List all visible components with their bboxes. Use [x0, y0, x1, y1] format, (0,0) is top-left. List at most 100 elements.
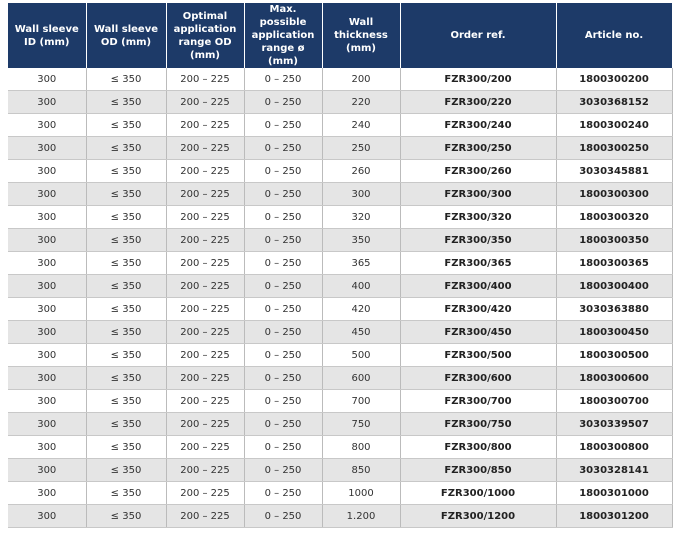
table-cell: 300	[8, 435, 87, 459]
table-cell: 200 – 225	[166, 182, 245, 206]
table-cell: 300	[8, 159, 87, 183]
table-cell: 1800300700	[556, 389, 673, 413]
table-row: 300 ≤ 350 200 – 225 0 – 250 320 FZR300/320 180…	[8, 205, 673, 229]
table-cell: 3030345881	[556, 159, 673, 183]
table-row: 300 ≤ 350 200 – 225 0 – 250 450 FZR300/450 180…	[8, 320, 673, 344]
table-cell: 1800300240	[556, 113, 673, 137]
table-cell: 1800301200	[556, 504, 673, 528]
table-cell: ≤ 350	[86, 90, 167, 114]
table-cell: 300	[8, 274, 87, 298]
table-cell: ≤ 350	[86, 228, 167, 252]
table-cell: 300	[8, 113, 87, 137]
table-cell: 1800300365	[556, 251, 673, 275]
header-cell: Optimal application range OD (mm)	[166, 3, 245, 68]
header-cell: Wall sleeve ID (mm)	[8, 3, 87, 68]
table-cell: 500	[322, 343, 401, 367]
table-row: 300 ≤ 350 200 – 225 0 – 250 700 FZR300/700 180…	[8, 389, 673, 413]
header-cell: Max. possible application range ø (mm)	[244, 3, 323, 68]
table-cell: 200	[322, 68, 401, 91]
table-cell: ≤ 350	[86, 274, 167, 298]
table-cell: FZR300/260	[400, 159, 557, 183]
table-cell: ≤ 350	[86, 182, 167, 206]
table-cell: FZR300/240	[400, 113, 557, 137]
table-row: 300 ≤ 350 200 – 225 0 – 250 400 FZR300/400 180…	[8, 274, 673, 298]
table-header: Wall sleeve ID (mm) Wall sleeve OD (mm) …	[8, 3, 673, 68]
table-cell: 200 – 225	[166, 366, 245, 390]
table-cell: 3030368152	[556, 90, 673, 114]
table-cell: 200 – 225	[166, 136, 245, 160]
table-cell: 0 – 250	[244, 504, 323, 528]
table-cell: 0 – 250	[244, 320, 323, 344]
table-cell: 300	[8, 343, 87, 367]
table-cell: 800	[322, 435, 401, 459]
table-cell: ≤ 350	[86, 159, 167, 183]
table-cell: FZR300/350	[400, 228, 557, 252]
header-cell: Wall thickness (mm)	[322, 3, 401, 68]
table-cell: ≤ 350	[86, 320, 167, 344]
table-cell: FZR300/800	[400, 435, 557, 459]
table-cell: ≤ 350	[86, 366, 167, 390]
table-row: 300 ≤ 350 200 – 225 0 – 250 850 FZR300/850 303…	[8, 458, 673, 482]
table-cell: 260	[322, 159, 401, 183]
table-cell: 0 – 250	[244, 389, 323, 413]
table-cell: 400	[322, 274, 401, 298]
table-cell: 200 – 225	[166, 435, 245, 459]
table-row: 300 ≤ 350 200 – 225 0 – 250 250 FZR300/250 180…	[8, 136, 673, 160]
table-cell: 300	[8, 366, 87, 390]
table-cell: FZR300/320	[400, 205, 557, 229]
table-cell: 0 – 250	[244, 205, 323, 229]
table-row: 300 ≤ 350 200 – 225 0 – 250 800 FZR300/800 180…	[8, 435, 673, 459]
table-cell: 0 – 250	[244, 481, 323, 505]
table-cell: FZR300/365	[400, 251, 557, 275]
table-cell: 1800301000	[556, 481, 673, 505]
table-cell: 420	[322, 297, 401, 321]
table-cell: 200 – 225	[166, 389, 245, 413]
table-cell: 250	[322, 136, 401, 160]
table-row: 300 ≤ 350 200 – 225 0 – 250 1000 FZR300/1000 1…	[8, 481, 673, 505]
table-cell: 3030339507	[556, 412, 673, 436]
table-row: 300 ≤ 350 200 – 225 0 – 250 260 FZR300/260 303…	[8, 159, 673, 183]
table-cell: ≤ 350	[86, 389, 167, 413]
table-cell: ≤ 350	[86, 205, 167, 229]
table-cell: FZR300/700	[400, 389, 557, 413]
table-cell: 300	[322, 182, 401, 206]
table-cell: 200 – 225	[166, 205, 245, 229]
table-row: 300 ≤ 350 200 – 225 0 – 250 750 FZR300/750 303…	[8, 412, 673, 436]
table-cell: 3030328141	[556, 458, 673, 482]
table-cell: FZR300/400	[400, 274, 557, 298]
table-cell: 200 – 225	[166, 68, 245, 91]
table-cell: 240	[322, 113, 401, 137]
table-cell: 300	[8, 90, 87, 114]
table-cell: 1800300250	[556, 136, 673, 160]
table-cell: 1000	[322, 481, 401, 505]
table-cell: 200 – 225	[166, 504, 245, 528]
table-cell: ≤ 350	[86, 297, 167, 321]
table-cell: 0 – 250	[244, 297, 323, 321]
table-cell: 1800300200	[556, 68, 673, 91]
table-cell: 300	[8, 182, 87, 206]
table-cell: ≤ 350	[86, 68, 167, 91]
table-cell: 200 – 225	[166, 90, 245, 114]
table-cell: 300	[8, 297, 87, 321]
table-cell: FZR300/1200	[400, 504, 557, 528]
table-body: 300 ≤ 350 200 – 225 0 – 250 200 FZR300/200 180…	[8, 68, 673, 528]
table-cell: 200 – 225	[166, 297, 245, 321]
table-cell: ≤ 350	[86, 251, 167, 275]
table-cell: 300	[8, 251, 87, 275]
table-cell: 300	[8, 412, 87, 436]
table-cell: 300	[8, 458, 87, 482]
table-cell: FZR300/250	[400, 136, 557, 160]
table-cell: 300	[8, 504, 87, 528]
table-cell: 3030363880	[556, 297, 673, 321]
table-cell: FZR300/750	[400, 412, 557, 436]
table-cell: ≤ 350	[86, 412, 167, 436]
table-cell: ≤ 350	[86, 458, 167, 482]
table-cell: FZR300/200	[400, 68, 557, 91]
header-row: Wall sleeve ID (mm) Wall sleeve OD (mm) …	[8, 3, 673, 68]
table-cell: 1800300450	[556, 320, 673, 344]
table-cell: 200 – 225	[166, 251, 245, 275]
table-cell: 0 – 250	[244, 113, 323, 137]
table-cell: 700	[322, 389, 401, 413]
table-cell: 0 – 250	[244, 343, 323, 367]
table-cell: 350	[322, 228, 401, 252]
